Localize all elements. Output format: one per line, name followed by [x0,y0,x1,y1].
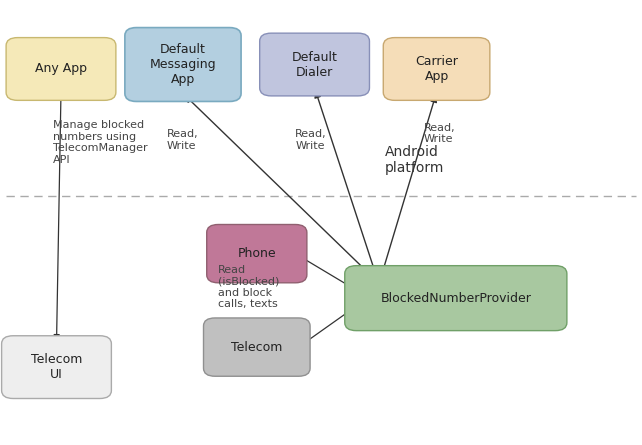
Text: Read,
Write: Read, Write [167,129,198,151]
Text: Android
platform: Android platform [385,145,444,175]
FancyBboxPatch shape [259,33,370,96]
Text: Read
(isBlocked)
and block
calls, texts: Read (isBlocked) and block calls, texts [218,265,280,309]
Text: Telecom
UI: Telecom UI [31,353,82,381]
Text: Read,
Write: Read, Write [295,129,327,151]
FancyBboxPatch shape [383,38,490,101]
Text: Manage blocked
numbers using
TelecomManager
API: Manage blocked numbers using TelecomMana… [53,120,148,165]
Text: Default
Messaging
App: Default Messaging App [150,43,216,86]
FancyBboxPatch shape [345,266,567,331]
Text: Default
Dialer: Default Dialer [291,51,338,78]
Text: Phone: Phone [238,247,276,260]
Text: BlockedNumberProvider: BlockedNumberProvider [380,291,532,305]
Text: Carrier
App: Carrier App [415,55,458,83]
FancyBboxPatch shape [207,224,307,283]
Text: Telecom: Telecom [231,340,282,354]
FancyBboxPatch shape [204,318,310,376]
FancyBboxPatch shape [125,28,241,101]
FancyBboxPatch shape [1,336,112,399]
FancyBboxPatch shape [6,38,116,101]
Text: Any App: Any App [35,62,87,76]
Text: Read,
Write: Read, Write [424,123,455,144]
